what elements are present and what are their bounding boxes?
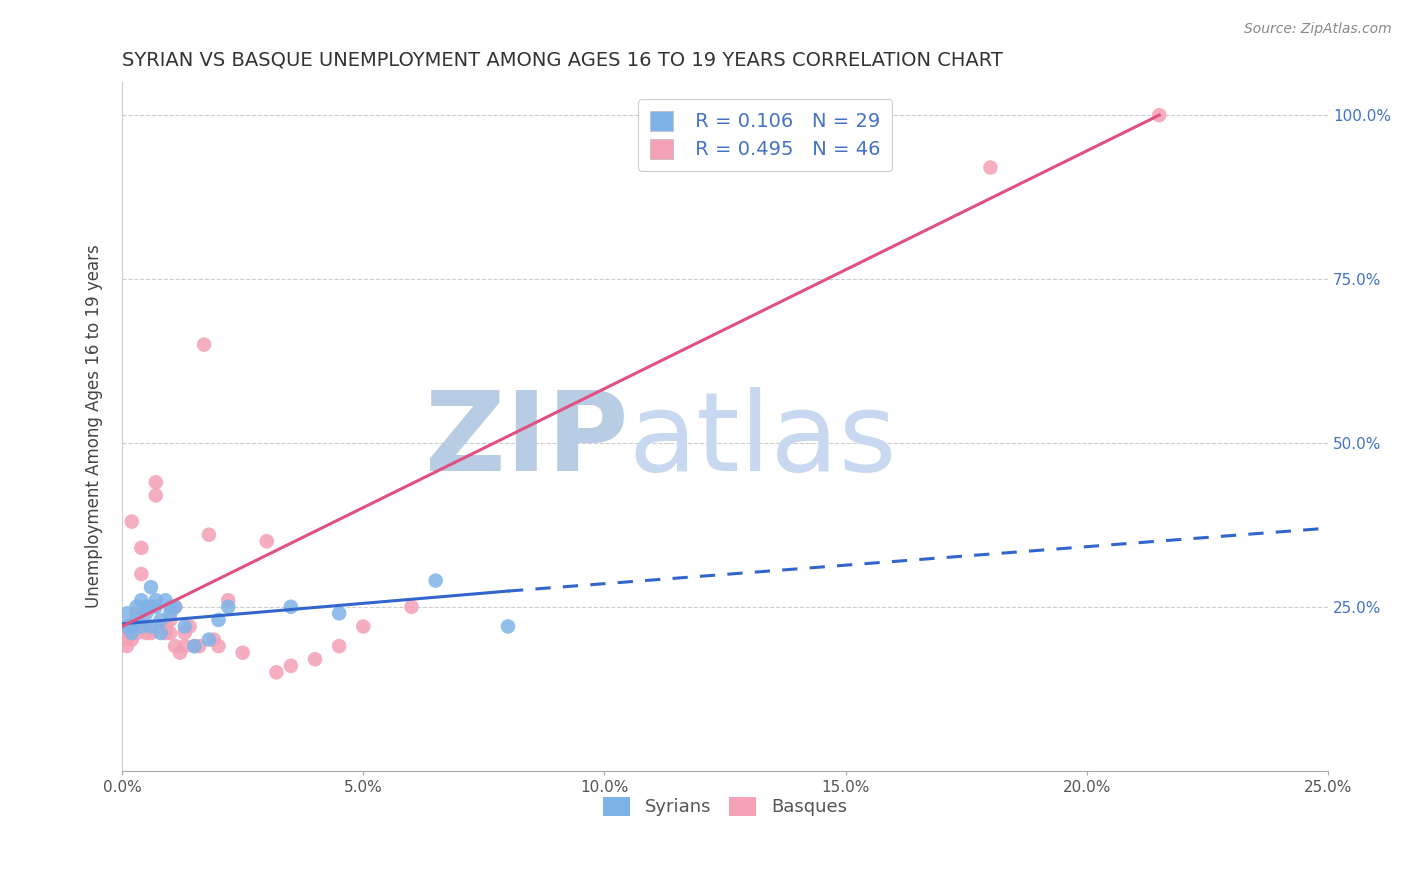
Point	[165, 639, 187, 653]
Text: SYRIAN VS BASQUE UNEMPLOYMENT AMONG AGES 16 TO 19 YEARS CORRELATION CHART: SYRIAN VS BASQUE UNEMPLOYMENT AMONG AGES…	[122, 51, 1002, 70]
Point	[149, 626, 172, 640]
Point	[131, 593, 153, 607]
Point	[149, 613, 172, 627]
Point	[131, 541, 153, 555]
Point	[266, 665, 288, 680]
Point	[188, 639, 211, 653]
Point	[165, 599, 187, 614]
Point	[352, 619, 374, 633]
Point	[165, 599, 187, 614]
Point	[125, 626, 148, 640]
Point	[198, 527, 221, 541]
Text: atlas: atlas	[628, 387, 897, 494]
Point	[217, 599, 239, 614]
Point	[145, 488, 167, 502]
Point	[232, 646, 254, 660]
Point	[121, 515, 143, 529]
Point	[115, 619, 138, 633]
Point	[121, 619, 143, 633]
Point	[173, 619, 195, 633]
Point	[280, 599, 302, 614]
Point	[159, 599, 181, 614]
Point	[425, 574, 447, 588]
Point	[135, 607, 157, 621]
Text: Source: ZipAtlas.com: Source: ZipAtlas.com	[1244, 22, 1392, 37]
Point	[198, 632, 221, 647]
Point	[159, 607, 181, 621]
Point	[125, 613, 148, 627]
Point	[131, 619, 153, 633]
Point	[115, 632, 138, 647]
Point	[217, 593, 239, 607]
Point	[179, 619, 201, 633]
Point	[169, 646, 191, 660]
Point	[135, 619, 157, 633]
Point	[207, 639, 229, 653]
Point	[115, 619, 138, 633]
Point	[159, 626, 181, 640]
Point	[280, 658, 302, 673]
Point	[121, 619, 143, 633]
Point	[183, 639, 205, 653]
Point	[135, 626, 157, 640]
Point	[173, 639, 195, 653]
Point	[115, 626, 138, 640]
Legend: Syrians, Basques: Syrians, Basques	[596, 789, 853, 823]
Point	[139, 580, 162, 594]
Point	[139, 599, 162, 614]
Point	[131, 567, 153, 582]
Point	[1149, 108, 1171, 122]
Point	[145, 599, 167, 614]
Point	[155, 619, 177, 633]
Point	[149, 619, 172, 633]
Text: ZIP: ZIP	[425, 387, 628, 494]
Point	[202, 632, 225, 647]
Point	[145, 593, 167, 607]
Point	[328, 607, 350, 621]
Point	[328, 639, 350, 653]
Point	[135, 599, 157, 614]
Point	[207, 613, 229, 627]
Point	[401, 599, 423, 614]
Point	[125, 599, 148, 614]
Point	[159, 613, 181, 627]
Point	[496, 619, 519, 633]
Point	[135, 599, 157, 614]
Point	[173, 626, 195, 640]
Point	[155, 626, 177, 640]
Point	[115, 639, 138, 653]
Point	[121, 626, 143, 640]
Y-axis label: Unemployment Among Ages 16 to 19 years: Unemployment Among Ages 16 to 19 years	[86, 244, 103, 608]
Point	[256, 534, 278, 549]
Point	[139, 626, 162, 640]
Point	[145, 475, 167, 490]
Point	[121, 632, 143, 647]
Point	[115, 607, 138, 621]
Point	[125, 607, 148, 621]
Point	[193, 337, 215, 351]
Point	[139, 619, 162, 633]
Point	[183, 639, 205, 653]
Point	[304, 652, 326, 666]
Point	[979, 161, 1001, 175]
Point	[155, 593, 177, 607]
